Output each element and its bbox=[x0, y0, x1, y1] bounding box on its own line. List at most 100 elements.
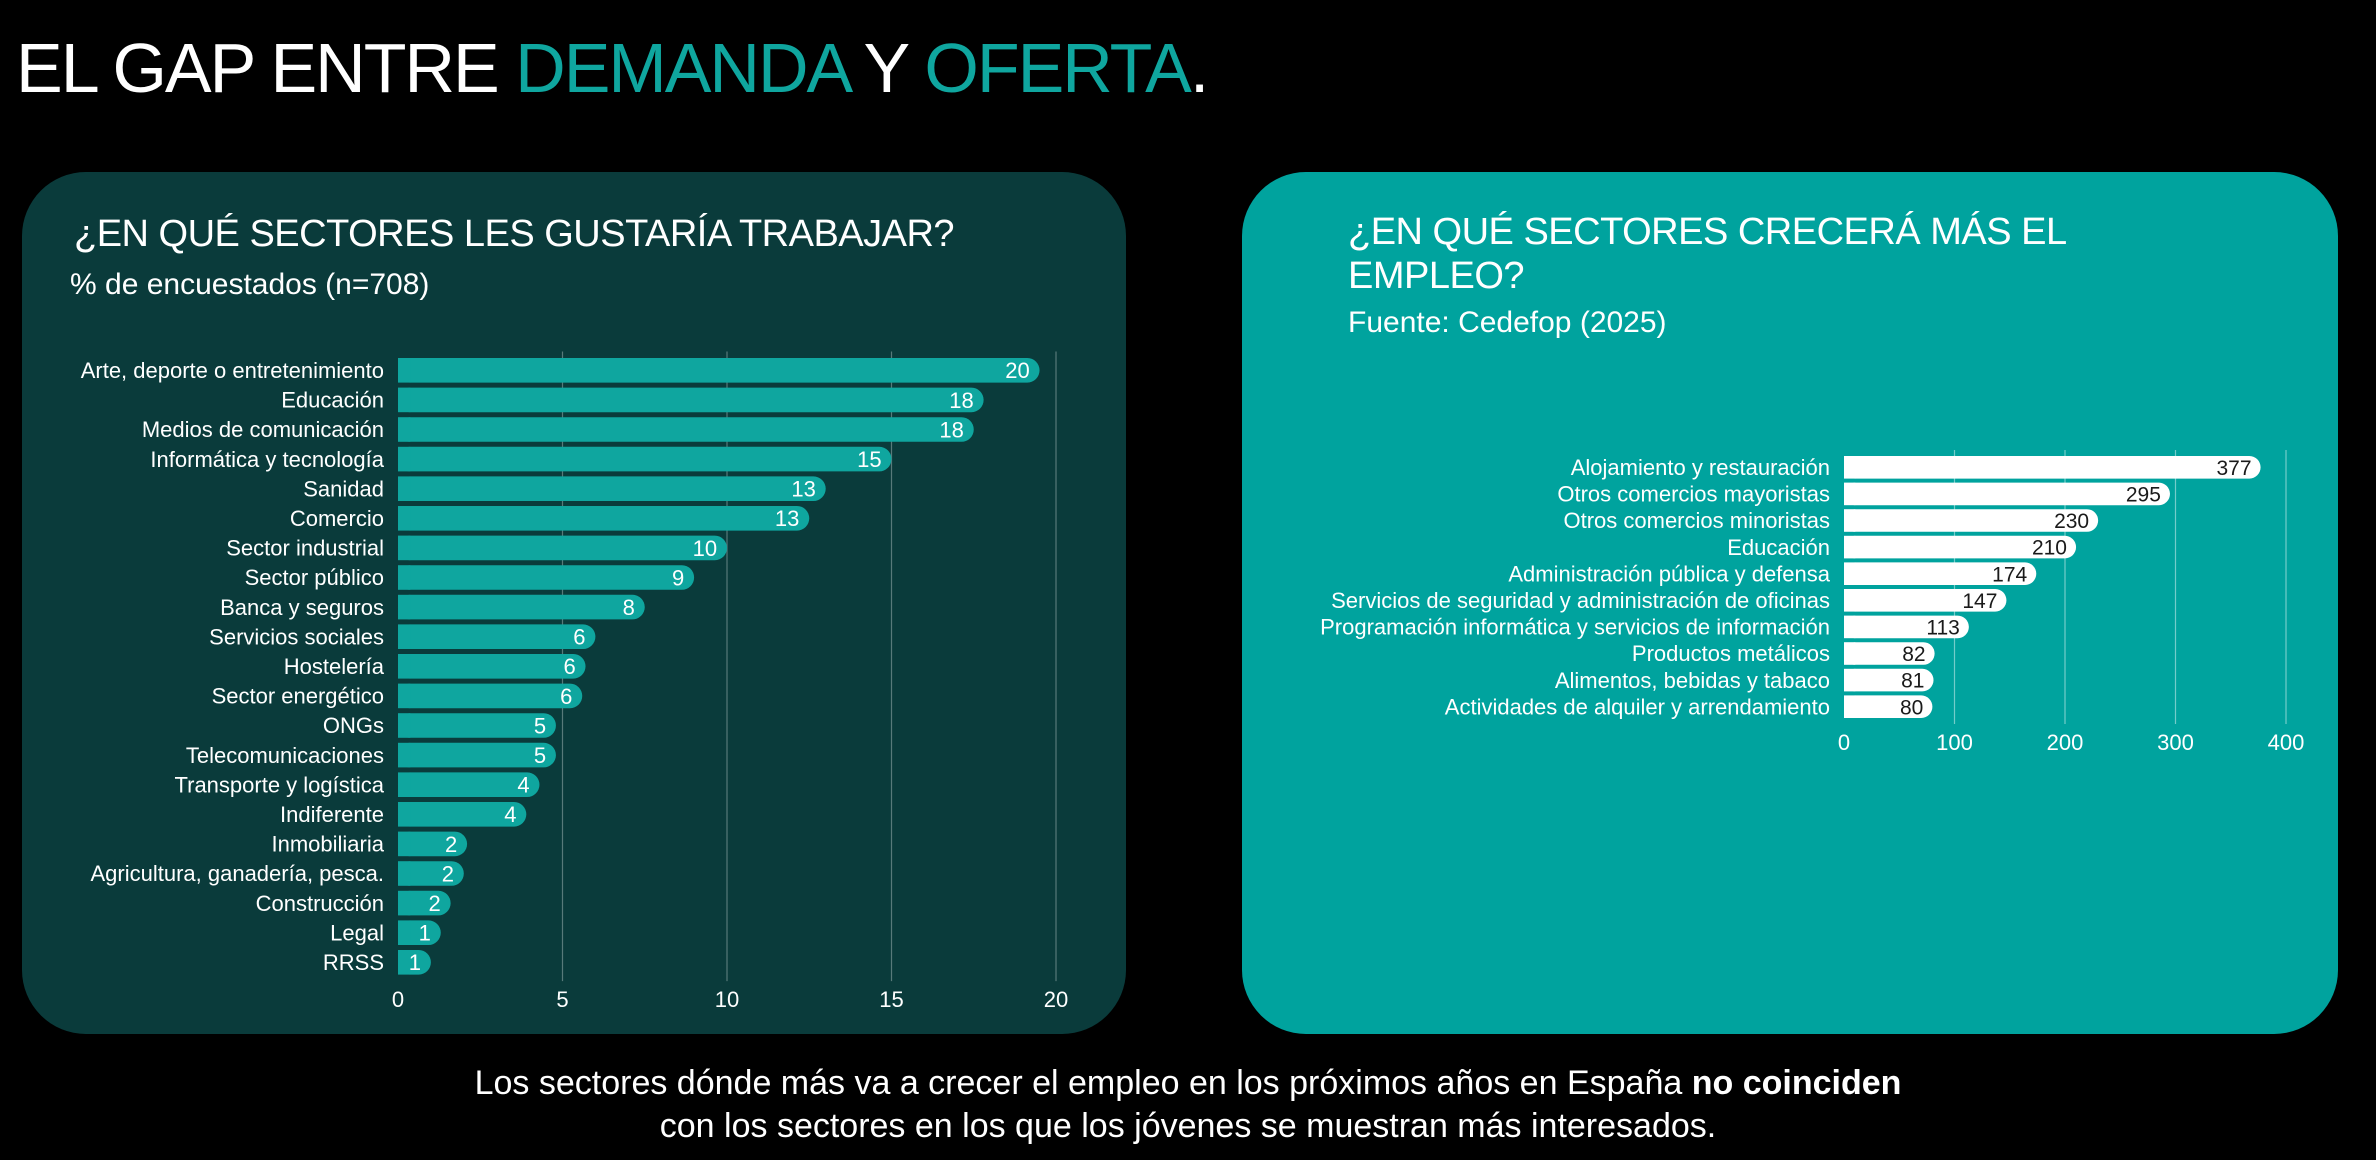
bar-square-end bbox=[398, 713, 411, 738]
bar-square-end bbox=[1844, 615, 1856, 639]
x-tick-label: 20 bbox=[1044, 987, 1068, 1012]
bar bbox=[398, 535, 727, 561]
data-label: 82 bbox=[1902, 643, 1925, 666]
category-label: Administración pública y defensa bbox=[1508, 561, 1830, 586]
footer-message: Los sectores dónde más va a crecer el em… bbox=[0, 1062, 2376, 1148]
data-label: 147 bbox=[1962, 590, 1997, 613]
bar bbox=[398, 358, 1040, 383]
category-label: Inmobiliaria bbox=[272, 832, 385, 857]
bar bbox=[1844, 668, 1934, 692]
x-tick-label: 0 bbox=[1838, 730, 1850, 755]
bar bbox=[398, 446, 892, 472]
data-label: 20 bbox=[1005, 358, 1029, 383]
data-label: 10 bbox=[693, 536, 717, 561]
bar-square-end bbox=[1844, 589, 1856, 612]
category-label: Construcción bbox=[256, 891, 384, 916]
bar bbox=[398, 624, 596, 649]
x-tick-label: 300 bbox=[2157, 730, 2194, 755]
category-label: Servicios de seguridad y administración … bbox=[1331, 588, 1830, 613]
data-label: 13 bbox=[775, 506, 799, 531]
footer-line-1-text: Los sectores dónde más va a crecer el em… bbox=[474, 1064, 1692, 1102]
bar bbox=[398, 831, 468, 857]
data-label: 2 bbox=[442, 861, 454, 886]
bar bbox=[1844, 535, 2077, 559]
category-label: Actividades de alquiler y arrendamiento bbox=[1445, 694, 1830, 719]
bar-square-end bbox=[398, 476, 411, 501]
bar-square-end bbox=[398, 654, 411, 679]
bar bbox=[398, 713, 556, 738]
data-label: 5 bbox=[534, 713, 546, 738]
data-label: 1 bbox=[409, 950, 421, 975]
interest-chart-panel: ¿EN QUÉ SECTORES LES GUSTARÍA TRABAJAR? … bbox=[22, 172, 1126, 1034]
data-label: 5 bbox=[534, 743, 546, 768]
bar bbox=[398, 476, 826, 501]
category-label: Banca y seguros bbox=[220, 595, 384, 620]
data-label: 6 bbox=[560, 684, 572, 709]
title-end: . bbox=[1189, 29, 1210, 107]
bar-square-end bbox=[1844, 668, 1856, 692]
x-tick-label: 0 bbox=[392, 987, 404, 1012]
category-label: Sector industrial bbox=[226, 536, 384, 561]
category-label: Transporte y logística bbox=[175, 772, 385, 797]
category-label: Alimentos, bebidas y tabaco bbox=[1555, 668, 1830, 693]
data-label: 6 bbox=[563, 654, 575, 679]
data-label: 8 bbox=[623, 595, 635, 620]
bar-square-end bbox=[1844, 695, 1856, 718]
category-label: Educación bbox=[281, 388, 384, 413]
bar bbox=[398, 594, 645, 620]
data-label: 377 bbox=[2216, 457, 2251, 480]
data-label: 80 bbox=[1900, 696, 1923, 719]
category-label: Telecomunicaciones bbox=[186, 743, 384, 768]
category-label: Agricultura, ganadería, pesca. bbox=[90, 861, 384, 886]
bar-square-end bbox=[398, 506, 411, 531]
footer-line-1: Los sectores dónde más va a crecer el em… bbox=[0, 1062, 2376, 1105]
bar-square-end bbox=[398, 594, 411, 620]
category-label: RRSS bbox=[323, 950, 384, 975]
title-accent-oferta: OFERTA bbox=[924, 29, 1191, 107]
x-tick-label: 400 bbox=[2268, 730, 2305, 755]
data-label: 210 bbox=[2032, 537, 2067, 560]
bar-square-end bbox=[398, 802, 411, 827]
bar-square-end bbox=[398, 535, 411, 561]
data-label: 2 bbox=[429, 891, 441, 916]
data-label: 1 bbox=[419, 921, 431, 946]
bar bbox=[398, 890, 451, 916]
bar-square-end bbox=[1844, 456, 1856, 479]
category-label: Educación bbox=[1727, 535, 1830, 560]
title-part-1: EL GAP ENTRE bbox=[16, 29, 516, 107]
category-label: Otros comercios minoristas bbox=[1563, 508, 1830, 533]
data-label: 13 bbox=[791, 477, 815, 502]
bar-square-end bbox=[398, 890, 411, 916]
footer-line-1-bold: no coinciden bbox=[1691, 1064, 1902, 1102]
bar-square-end bbox=[1844, 509, 1856, 532]
bar bbox=[398, 417, 974, 442]
page-title: EL GAP ENTRE DEMANDA Y OFERTA. bbox=[16, 28, 1210, 108]
bar bbox=[1844, 509, 2099, 532]
category-label: Programación informática y servicios de … bbox=[1320, 615, 1830, 640]
interest-chart-subtitle: % de encuestados (n=708) bbox=[70, 268, 430, 301]
bar-square-end bbox=[398, 683, 411, 709]
title-accent-demanda: DEMANDA bbox=[515, 29, 849, 107]
category-label: Sector energético bbox=[212, 684, 384, 709]
growth-chart-heading: ¿EN QUÉ SECTORES CRECERÁ MÁS EL EMPLEO? bbox=[1348, 211, 2066, 297]
x-tick-label: 100 bbox=[1936, 730, 1973, 755]
category-label: Medios de comunicación bbox=[142, 417, 384, 442]
data-label: 4 bbox=[504, 802, 516, 827]
bar bbox=[398, 742, 556, 768]
data-label: 15 bbox=[857, 447, 881, 472]
data-label: 2 bbox=[445, 832, 457, 857]
bar-square-end bbox=[398, 920, 411, 945]
bar-square-end bbox=[398, 565, 411, 590]
bar-square-end bbox=[398, 950, 411, 975]
bar-square-end bbox=[1844, 482, 1856, 506]
bar bbox=[1844, 642, 1935, 665]
bar bbox=[1844, 695, 1933, 718]
bar bbox=[1844, 589, 2007, 612]
bar-square-end bbox=[398, 831, 411, 857]
category-label: ONGs bbox=[323, 713, 384, 738]
bar-square-end bbox=[398, 772, 411, 797]
bar bbox=[398, 654, 586, 679]
x-tick-label: 5 bbox=[556, 987, 568, 1012]
category-label: Indiferente bbox=[280, 802, 384, 827]
